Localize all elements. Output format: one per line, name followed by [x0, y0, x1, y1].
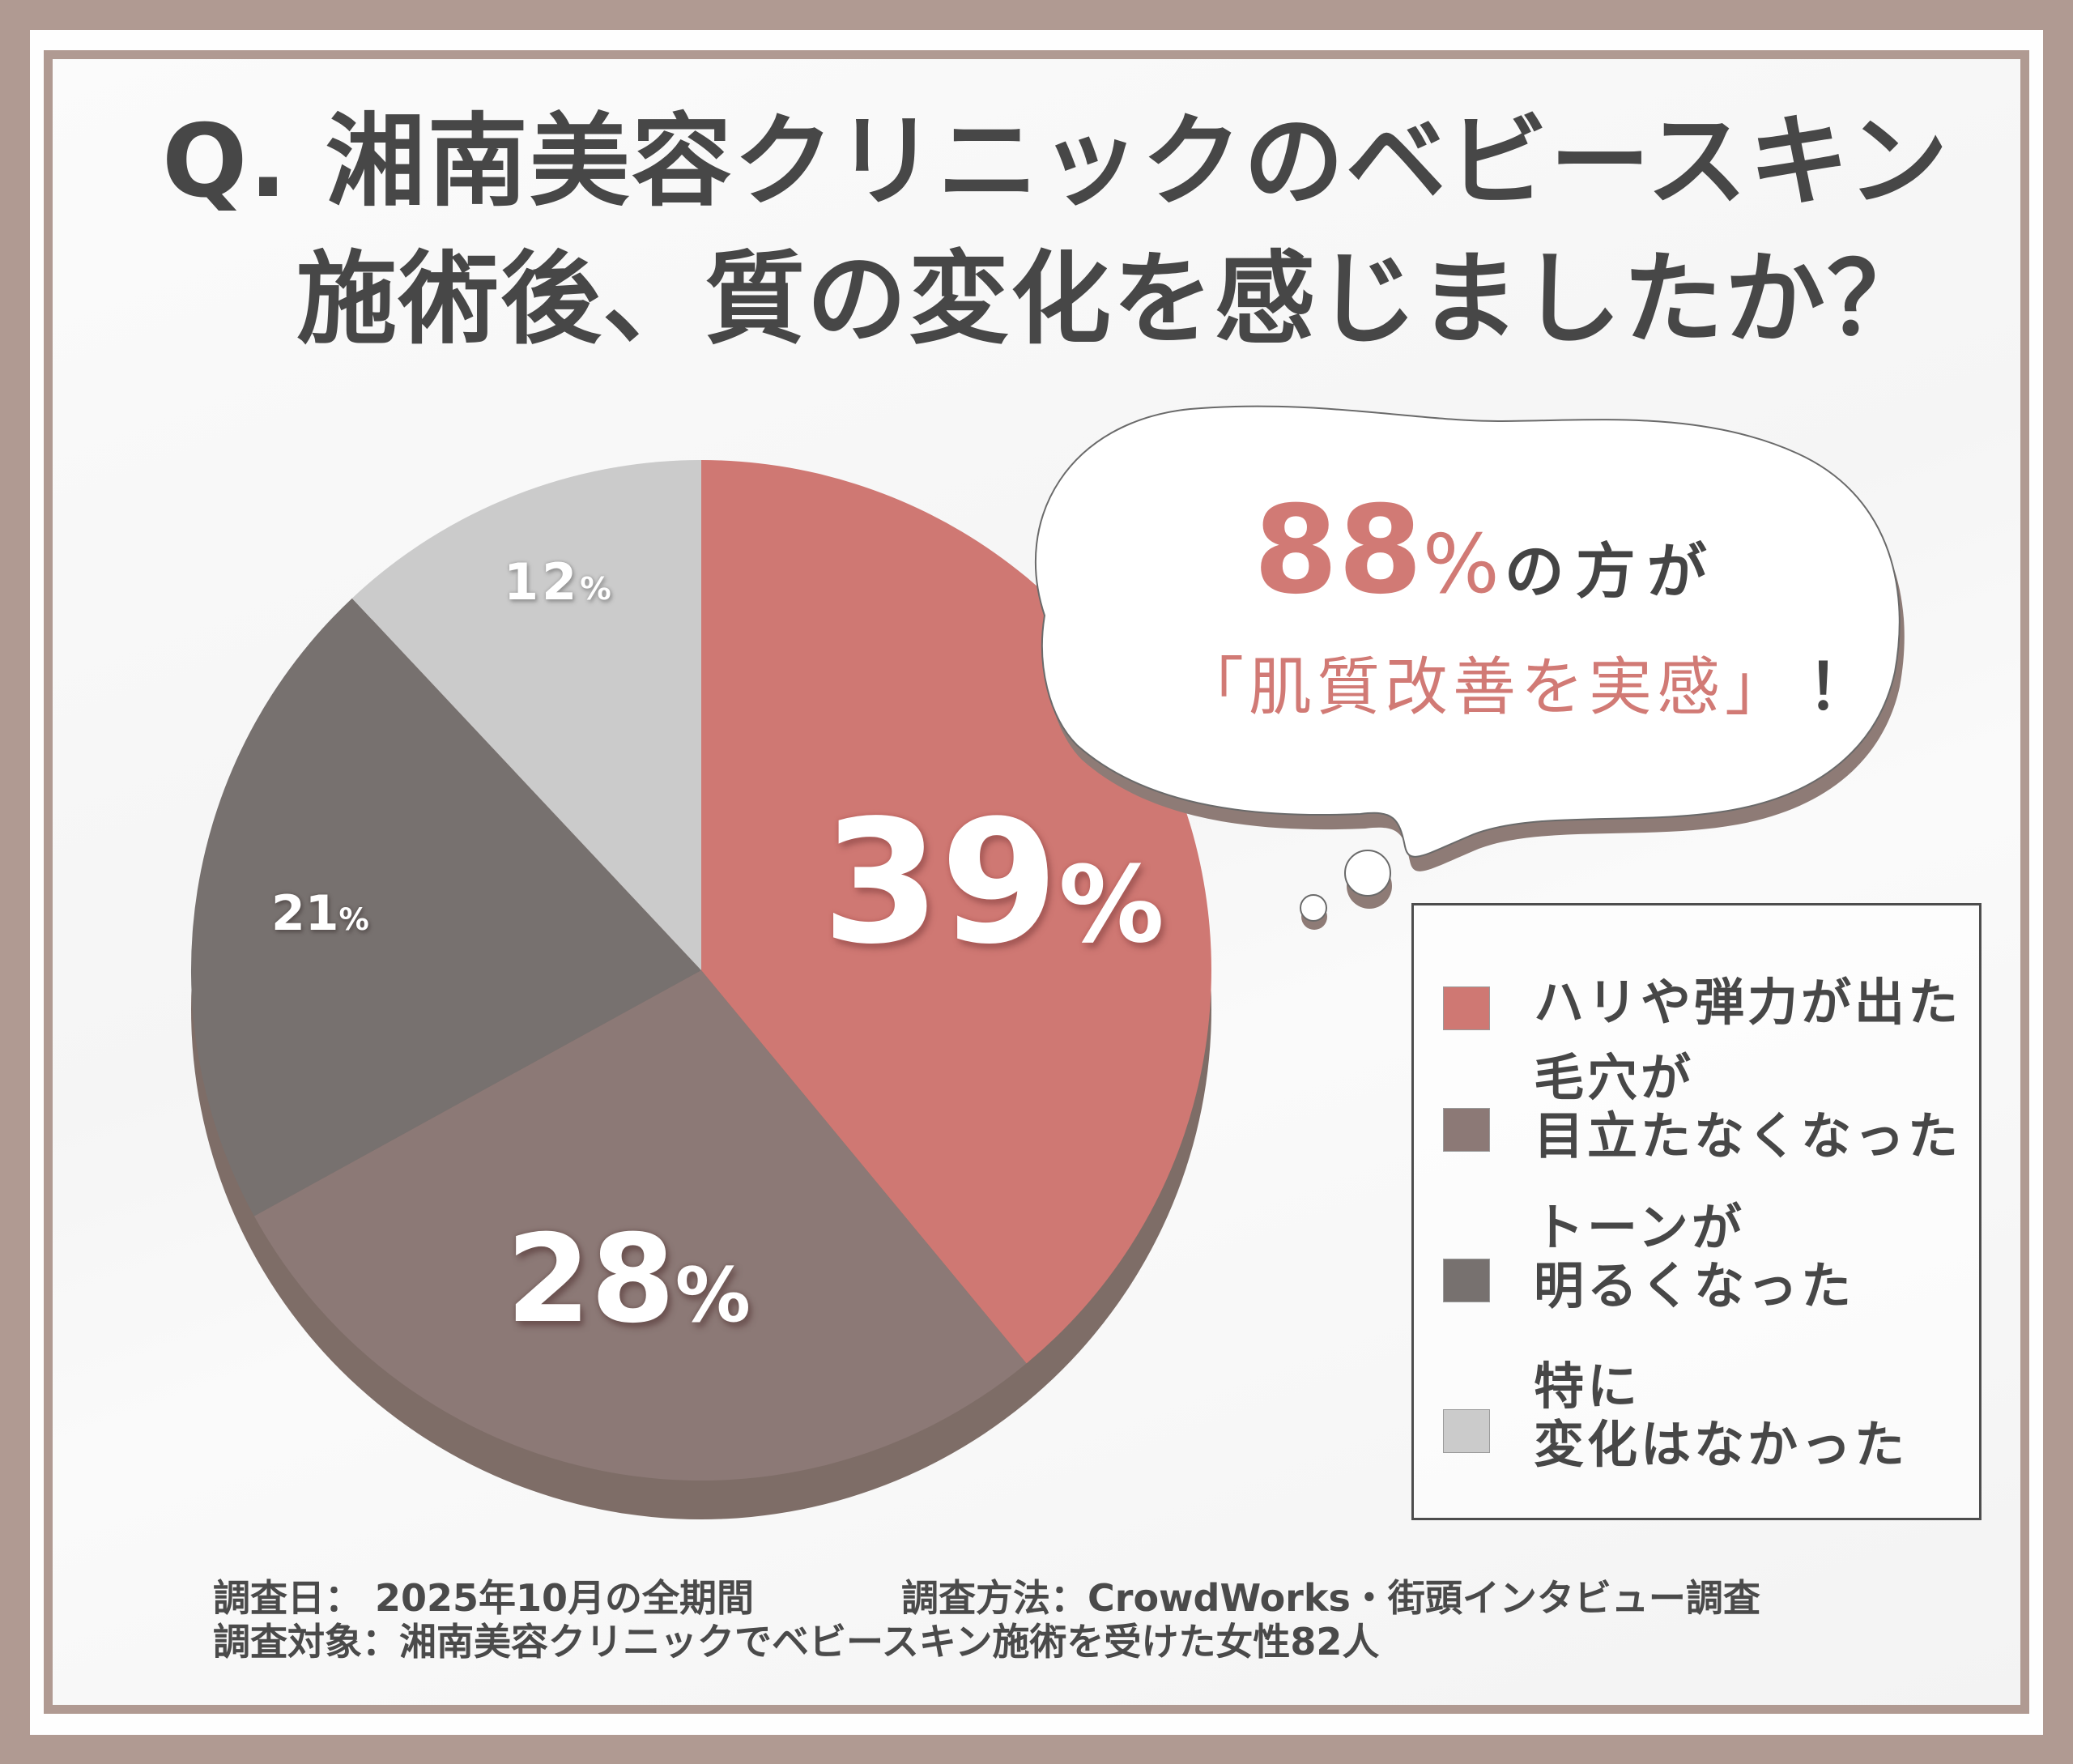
callout-exclaim: ！: [1807, 651, 1876, 724]
slice-label-unit: %: [338, 901, 369, 937]
callout-bubble: [1034, 405, 1901, 858]
chart-legend: ハリや弾力が出た 毛穴が 目立たなくなった トーンが 明るくなった 特に 変化は…: [1411, 903, 1981, 1520]
legend-swatch-icon: [1443, 1259, 1490, 1302]
legend-label: 毛穴が 目立たなくなった: [1534, 1048, 1962, 1165]
slice-label-28: 28%: [506, 1219, 751, 1340]
thought-dot-large: [1344, 850, 1391, 897]
legend-swatch-icon: [1443, 1108, 1490, 1152]
slice-label-12: 12%: [504, 557, 615, 607]
slice-label-39: 39%: [822, 798, 1164, 968]
footer-survey-date: 調査日： 2025年10月の全期間: [213, 1576, 755, 1620]
slice-label-value: 21: [271, 885, 339, 942]
slice-label-value: 12: [504, 552, 581, 611]
callout-quote: 「肌質改善を実感」: [1181, 651, 1794, 724]
legend-label: 特に 変化はなかった: [1534, 1357, 1909, 1474]
callout-highlight-unit: %: [1422, 517, 1500, 611]
callout-highlight-value: 88: [1254, 480, 1423, 621]
legend-label: ハリや弾力が出た: [1534, 973, 1962, 1032]
slice-label-unit: %: [675, 1251, 751, 1339]
callout-line-1-rest: の方が: [1504, 537, 1718, 607]
pie-slice-pores: [253, 970, 1027, 1481]
footer-survey-target: 調査対象：湘南美容クリニックでベビースキン施術を受けた女性82人: [213, 1620, 1380, 1664]
footer-survey-method: 調査方法：CrowdWorks・街頭インタビュー調査: [901, 1576, 1760, 1620]
thought-dot-small: [1300, 894, 1327, 922]
callout-line-2: 「肌質改善を実感」！: [1181, 656, 1875, 719]
slice-label-unit: %: [1058, 843, 1164, 966]
title-line-1: Q. 湘南美容クリニックのベビースキン: [162, 104, 1950, 220]
slice-label-value: 28: [506, 1209, 675, 1350]
pie-slice-no-change: [351, 460, 701, 970]
legend-swatch-icon: [1443, 986, 1490, 1030]
slice-label-unit: %: [580, 571, 615, 607]
legend-swatch-icon: [1443, 1409, 1490, 1453]
legend-label: トーンが 明るくなった: [1534, 1198, 1855, 1315]
title-line-2: 施術後、質の変化を感じましたか？: [296, 241, 1930, 358]
pie-slice-tone: [190, 598, 701, 1216]
callout-line-1: 88%の方が: [1254, 490, 1718, 611]
slice-label-value: 39: [822, 783, 1059, 982]
slice-label-21: 21%: [271, 889, 369, 938]
